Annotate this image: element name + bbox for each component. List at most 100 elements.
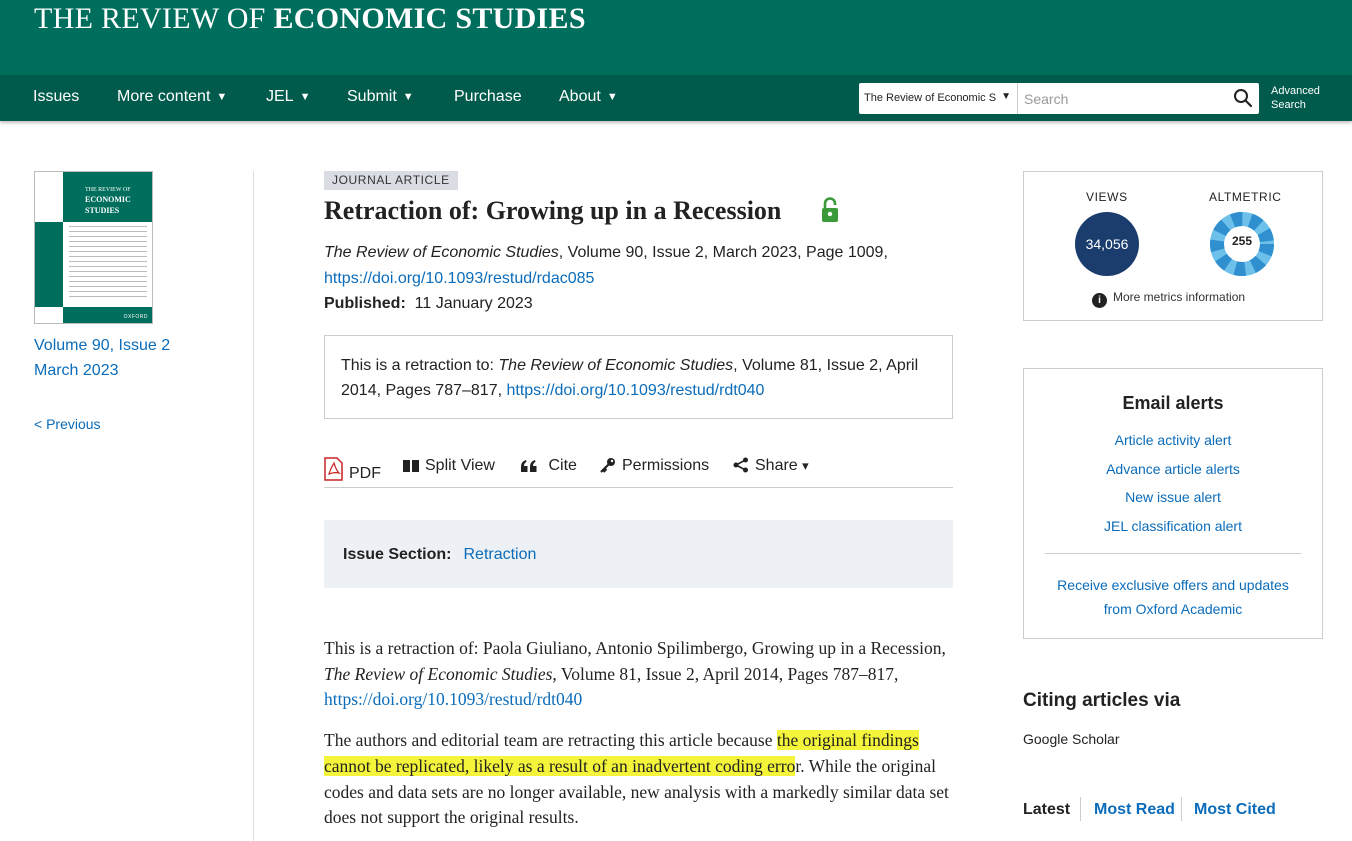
body-p1-prefix: This is a retraction of: Paola Giuliano,… (324, 638, 946, 658)
divider (1045, 553, 1301, 554)
chevron-down-icon: ▼ (402, 91, 414, 103)
offers-line2: from Oxford Academic (1103, 601, 1243, 617)
new-issue-alert-link[interactable]: New issue alert (1125, 489, 1221, 505)
quote-icon (521, 460, 537, 472)
pdf-label: PDF (349, 465, 381, 482)
split-view-icon (403, 460, 419, 472)
altmetric-score: 255 (1231, 234, 1253, 248)
share-icon (733, 457, 748, 473)
journal-title-prefix: THE REVIEW OF (34, 2, 274, 35)
previous-article-link[interactable]: < Previous (34, 416, 101, 432)
nav-submit[interactable]: Submit ▼ (347, 88, 414, 106)
cover-block (35, 222, 63, 307)
jel-classification-alert-link[interactable]: JEL classification alert (1104, 518, 1242, 534)
column-divider (253, 171, 254, 841)
journal-title-bold: ECONOMIC STUDIES (273, 2, 586, 35)
volume-line2: March 2023 (34, 362, 119, 379)
article-toolbar: PDF Split View Cite Permissions Share ▾ (324, 453, 953, 488)
advance-article-alerts-link[interactable]: Advance article alerts (1106, 461, 1240, 477)
cover-title-bold1: ECONOMIC (85, 195, 131, 204)
pdf-icon (324, 457, 343, 481)
article-body: This is a retraction of: Paola Giuliano,… (324, 636, 959, 841)
body-doi-link[interactable]: https://doi.org/10.1093/restud/rdt040 (324, 689, 583, 710)
nav-about[interactable]: About ▼ (559, 88, 618, 106)
altmetric-label: ALTMETRIC (1209, 190, 1282, 204)
nav-purchase-label: Purchase (454, 88, 522, 105)
more-metrics-label: More metrics information (1113, 290, 1246, 304)
altmetric-donut[interactable] (1210, 212, 1274, 276)
oxford-offers-link[interactable]: Receive exclusive offers and updates from… (1024, 573, 1322, 621)
info-icon: i (1092, 293, 1107, 308)
cover-block (35, 307, 63, 323)
more-metrics-link[interactable]: i More metrics information (1092, 290, 1245, 308)
split-view-button[interactable]: Split View (403, 457, 495, 475)
published-date: 11 January 2023 (414, 295, 533, 312)
dropdown-arrow-icon: ▼ (1001, 91, 1011, 102)
google-scholar-link[interactable]: Google Scholar (1023, 731, 1120, 747)
cover-title: THE REVIEW OF ECONOMIC STUDIES (85, 186, 131, 217)
nav-jel[interactable]: JEL ▼ (266, 88, 310, 106)
advanced-search-line1: Advanced (1271, 85, 1320, 97)
offers-line1: Receive exclusive offers and updates (1057, 577, 1289, 593)
citation-journal: The Review of Economic Studies (324, 244, 559, 261)
cite-button[interactable]: Cite (520, 457, 577, 475)
chevron-down-icon: ▼ (299, 91, 311, 103)
nav-purchase[interactable]: Purchase (454, 88, 522, 106)
tab-separator (1080, 797, 1081, 821)
nav-jel-label: JEL (266, 88, 294, 105)
cover-block (63, 307, 152, 323)
search-icon[interactable] (1233, 88, 1253, 108)
email-alerts-panel: Email alerts Article activity alert Adva… (1023, 368, 1323, 639)
key-icon (600, 458, 615, 473)
share-label: Share (755, 457, 798, 474)
chevron-down-icon: ▾ (802, 458, 809, 473)
nav-more-content[interactable]: More content ▼ (117, 88, 227, 106)
article-doi-link[interactable]: https://doi.org/10.1093/restud/rdac085 (324, 269, 595, 287)
tab-most-cited[interactable]: Most Cited (1194, 801, 1276, 818)
published-label: Published: (324, 295, 406, 312)
views-count-badge[interactable]: 34,056 (1075, 212, 1139, 276)
issue-section-box: Issue Section: Retraction (324, 520, 953, 588)
retraction-details: , Volume 81, Issue 2, April 2014, Pages … (341, 357, 919, 399)
journal-title[interactable]: THE REVIEW OF ECONOMIC STUDIES (34, 2, 586, 36)
volume-line1: Volume 90, Issue 2 (34, 337, 171, 354)
share-button[interactable]: Share ▾ (733, 457, 809, 475)
search-box: The Review of Economic S ▼ (859, 83, 1259, 114)
views-label: VIEWS (1086, 190, 1128, 204)
article-activity-alert-link[interactable]: Article activity alert (1114, 432, 1232, 448)
pdf-button[interactable]: PDF (324, 457, 381, 483)
issue-cover-image[interactable]: THE REVIEW OF ECONOMIC STUDIES OXFORD (34, 171, 153, 324)
body-p1-journal: The Review of Economic Studies (324, 663, 553, 684)
search-input[interactable] (1019, 83, 1229, 114)
permissions-label: Permissions (622, 457, 710, 474)
body-p1-details: , Volume 81, Issue 2, April 2014, Pages … (552, 663, 899, 684)
retraction-doi-link[interactable]: https://doi.org/10.1093/restud/rdt040 (506, 382, 765, 399)
body-p2-rest: r. While the original codes and data set… (324, 755, 949, 828)
article-title: Retraction of: Growing up in a Recession (324, 196, 782, 225)
nav-about-label: About (559, 88, 601, 105)
nav-issues[interactable]: Issues (33, 88, 79, 106)
issue-section-link[interactable]: Retraction (463, 546, 537, 563)
metrics-panel: VIEWS ALTMETRIC 34,056 255 i More metrics… (1023, 171, 1323, 321)
issue-volume-link[interactable]: Volume 90, Issue 2 March 2023 (34, 333, 170, 383)
tab-latest[interactable]: Latest (1023, 801, 1071, 818)
chevron-down-icon: ▼ (216, 91, 228, 103)
search-scope-select[interactable]: The Review of Economic S ▼ (859, 83, 1018, 114)
body-paragraph: The authors and editorial team are retra… (324, 728, 959, 831)
retraction-journal: The Review of Economic Studies (498, 357, 734, 374)
tab-most-read[interactable]: Most Read (1094, 801, 1175, 818)
email-alerts-heading: Email alerts (1122, 393, 1224, 413)
advanced-search-link[interactable]: Advanced Search (1271, 84, 1320, 112)
issue-section-label: Issue Section: (343, 546, 452, 563)
nav-more-content-label: More content (117, 88, 211, 105)
body-p2-prefix: The authors and editorial team are retra… (324, 730, 777, 751)
nav-submit-label: Submit (347, 88, 397, 105)
permissions-button[interactable]: Permissions (600, 457, 709, 475)
retraction-notice-box: This is a retraction to: The Review of E… (324, 335, 953, 419)
article-citation-meta: The Review of Economic Studies, Volume 9… (324, 240, 964, 317)
cover-band (63, 172, 152, 222)
citation-details: , Volume 90, Issue 2, March 2023, Page 1… (558, 244, 888, 261)
search-scope-value: The Review of Economic S (864, 92, 997, 104)
nav-issues-label: Issues (33, 88, 80, 105)
masthead: THE REVIEW OF ECONOMIC STUDIES (0, 0, 1352, 75)
